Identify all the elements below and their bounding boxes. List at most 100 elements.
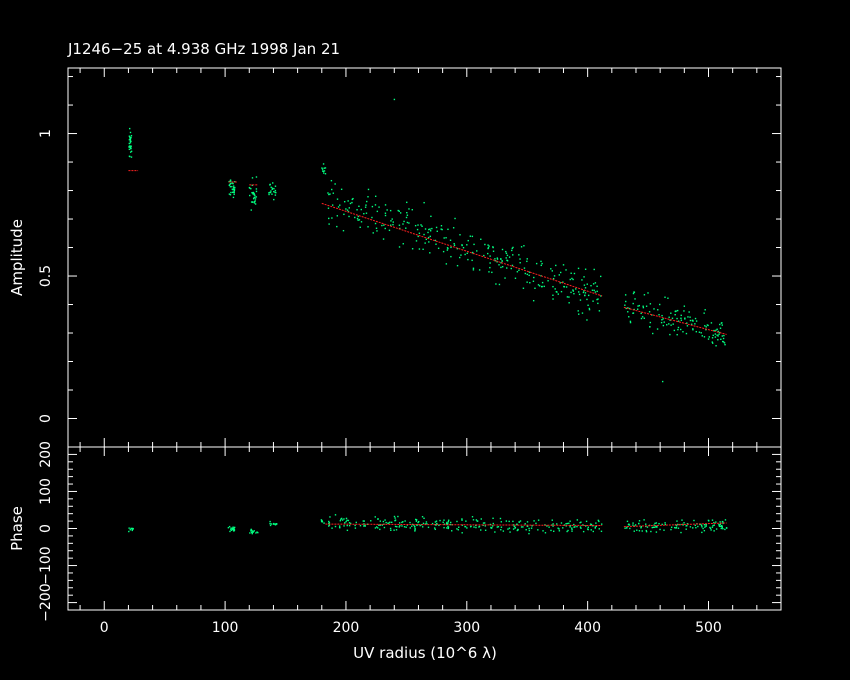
data-point (348, 522, 351, 524)
data-point (393, 98, 396, 101)
data-point (642, 305, 644, 307)
data-point (435, 243, 437, 245)
data-point (526, 258, 528, 260)
data-point (573, 526, 575, 528)
data-point (273, 198, 275, 201)
y-axis-label: Phase (8, 506, 26, 551)
data-point (406, 211, 408, 214)
data-point (514, 527, 516, 529)
data-point (409, 527, 411, 529)
data-point (724, 519, 727, 521)
data-point (627, 311, 629, 313)
data-point (645, 525, 647, 528)
data-point (498, 264, 500, 266)
data-point (714, 336, 717, 338)
data-point (339, 520, 342, 522)
data-point (355, 521, 357, 524)
data-point (580, 521, 582, 523)
data-point (469, 526, 472, 528)
data-point (654, 522, 656, 525)
data-point (255, 188, 258, 190)
data-point (130, 156, 133, 158)
data-point (232, 188, 235, 190)
data-point (327, 207, 330, 209)
data-point (528, 274, 530, 277)
data-point (638, 304, 641, 307)
data-point (471, 235, 474, 238)
data-point (228, 525, 231, 528)
data-point (653, 308, 655, 310)
data-point (466, 527, 468, 529)
data-point (406, 214, 409, 216)
data-point (487, 252, 489, 255)
data-point (572, 290, 575, 292)
data-point (722, 340, 724, 343)
data-point (718, 523, 720, 526)
data-point (632, 524, 634, 526)
data-point (274, 194, 277, 196)
data-point (483, 254, 485, 257)
data-point (492, 250, 495, 252)
data-point (552, 523, 554, 525)
data-point (233, 526, 236, 529)
y-tick-label: 0 (38, 524, 54, 533)
data-point (257, 531, 259, 534)
data-point (440, 225, 443, 227)
data-point (276, 523, 278, 525)
data-point (447, 247, 449, 250)
data-point (229, 179, 232, 181)
data-point (582, 524, 584, 526)
data-point (397, 515, 399, 518)
data-point (674, 310, 677, 313)
data-point (487, 247, 489, 250)
data-point (342, 229, 345, 232)
data-point (593, 289, 595, 292)
data-point (556, 523, 558, 525)
data-point (713, 521, 715, 524)
data-point (359, 524, 362, 527)
data-point (690, 323, 693, 326)
data-point (530, 527, 533, 529)
data-point (701, 526, 703, 528)
data-point (565, 286, 568, 288)
data-point (445, 237, 447, 239)
data-point (680, 319, 683, 321)
data-point (327, 192, 329, 194)
data-point (472, 269, 475, 271)
data-point (711, 337, 714, 339)
data-point (398, 522, 401, 524)
data-point (508, 520, 510, 523)
data-point (399, 227, 401, 230)
data-point (408, 222, 410, 224)
data-point (329, 516, 331, 518)
data-point (456, 528, 458, 530)
data-point (480, 518, 482, 520)
data-point (249, 194, 251, 197)
data-point (535, 262, 538, 265)
data-point (402, 243, 404, 245)
data-point (516, 271, 519, 273)
data-point (661, 380, 664, 383)
data-point (532, 280, 535, 282)
model-line (623, 306, 727, 335)
data-point (584, 287, 587, 289)
data-point (363, 520, 365, 522)
data-point (337, 206, 340, 208)
data-point (705, 326, 707, 328)
data-point (591, 289, 594, 291)
data-point (129, 131, 132, 134)
data-point (552, 285, 554, 288)
y-tick-label: −100 (38, 546, 54, 584)
data-point (723, 334, 725, 337)
data-point (512, 246, 514, 249)
data-point (722, 341, 725, 343)
data-point (597, 298, 599, 300)
data-point (720, 527, 722, 530)
data-point (552, 294, 554, 296)
data-point (505, 250, 507, 253)
data-point (447, 525, 449, 528)
data-point (251, 192, 253, 194)
data-point (233, 191, 235, 194)
data-point (524, 272, 527, 275)
data-point (392, 221, 394, 223)
